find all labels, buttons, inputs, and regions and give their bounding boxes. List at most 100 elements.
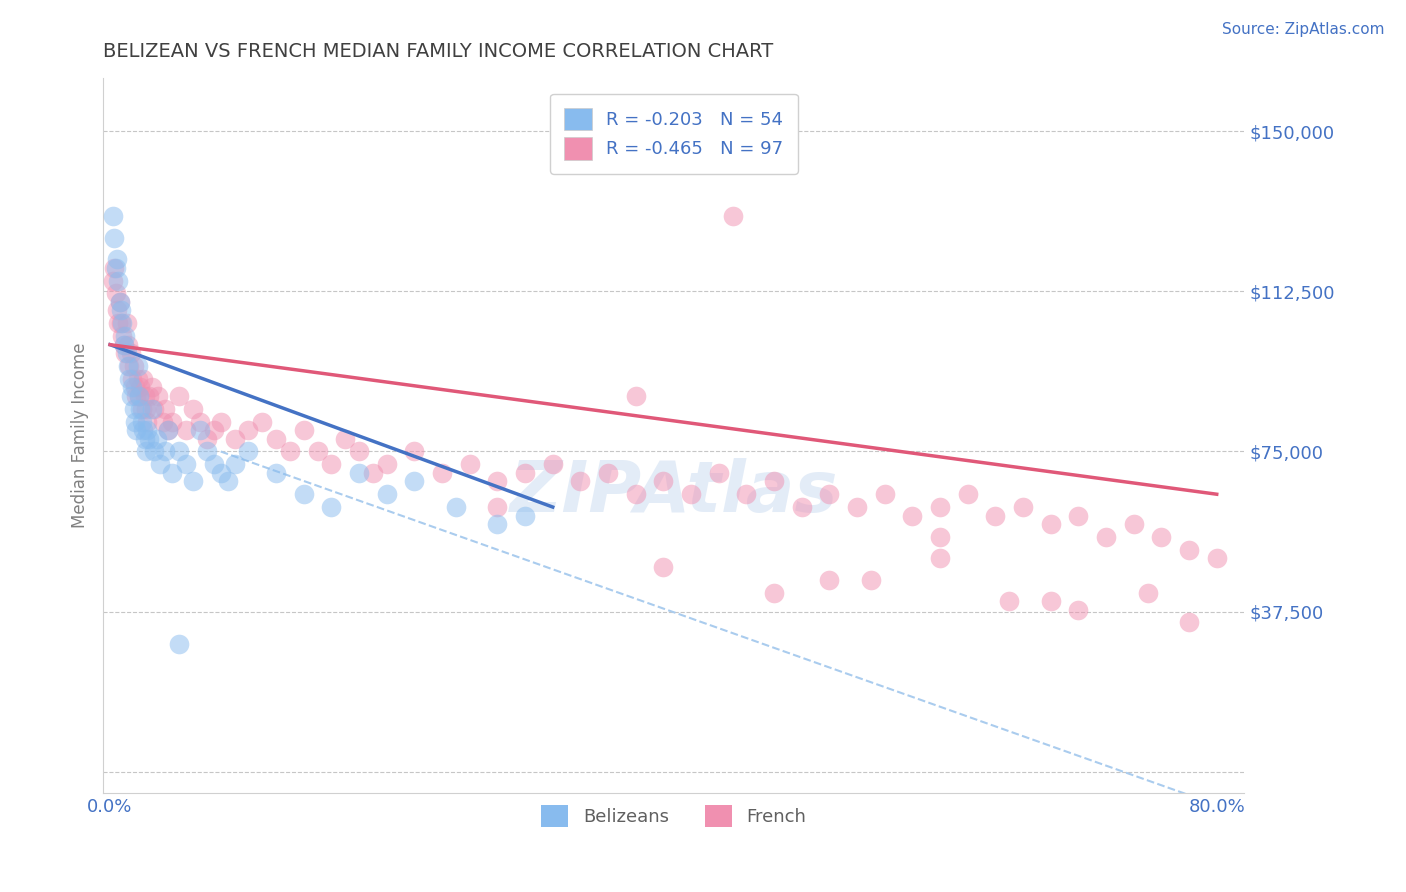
Point [596, 466, 619, 480]
Point [217, 475, 239, 489]
Point [790, 500, 813, 514]
Point [143, 444, 166, 458]
Point [513, 466, 536, 480]
Point [136, 415, 159, 429]
Point [721, 210, 744, 224]
Point [375, 458, 398, 472]
Point [763, 475, 786, 489]
Point [120, 389, 142, 403]
Point [292, 487, 315, 501]
Point [148, 389, 170, 403]
Point [103, 231, 125, 245]
Point [118, 359, 141, 373]
Point [347, 466, 370, 480]
Point [188, 423, 211, 437]
Point [104, 286, 127, 301]
Point [347, 444, 370, 458]
Point [1136, 585, 1159, 599]
Point [152, 415, 174, 429]
Point [984, 508, 1007, 523]
Point [195, 432, 218, 446]
Point [307, 444, 329, 458]
Point [127, 359, 149, 373]
Point [929, 500, 952, 514]
Point [149, 458, 172, 472]
Point [111, 329, 134, 343]
Point [103, 260, 125, 275]
Point [132, 423, 155, 437]
Point [430, 466, 453, 480]
Point [873, 487, 896, 501]
Point [209, 415, 232, 429]
Point [132, 372, 155, 386]
Point [375, 487, 398, 501]
Point [107, 274, 129, 288]
Point [117, 359, 139, 373]
Point [763, 585, 786, 599]
Point [115, 346, 138, 360]
Point [624, 389, 647, 403]
Point [167, 389, 190, 403]
Point [998, 594, 1021, 608]
Point [124, 415, 146, 429]
Point [681, 487, 703, 501]
Point [121, 380, 143, 394]
Point [114, 346, 136, 360]
Point [202, 423, 225, 437]
Point [115, 316, 138, 330]
Point [818, 573, 841, 587]
Point [569, 475, 592, 489]
Point [264, 466, 287, 480]
Point [129, 380, 152, 394]
Point [1150, 530, 1173, 544]
Point [335, 432, 357, 446]
Point [652, 560, 675, 574]
Point [131, 401, 153, 416]
Point [108, 294, 131, 309]
Point [181, 401, 204, 416]
Point [136, 423, 159, 437]
Point [105, 252, 128, 267]
Point [104, 260, 127, 275]
Point [458, 458, 481, 472]
Point [624, 487, 647, 501]
Point [238, 423, 260, 437]
Point [111, 316, 134, 330]
Point [444, 500, 467, 514]
Point [105, 303, 128, 318]
Point [146, 432, 169, 446]
Point [124, 380, 146, 394]
Point [818, 487, 841, 501]
Point [101, 274, 124, 288]
Point [122, 359, 145, 373]
Point [127, 372, 149, 386]
Point [125, 389, 148, 403]
Point [167, 637, 190, 651]
Point [122, 401, 145, 416]
Point [174, 423, 197, 437]
Point [361, 466, 384, 480]
Text: Source: ZipAtlas.com: Source: ZipAtlas.com [1222, 22, 1385, 37]
Point [929, 530, 952, 544]
Point [120, 346, 142, 360]
Point [114, 329, 136, 343]
Point [1095, 530, 1118, 544]
Point [118, 372, 141, 386]
Point [128, 389, 150, 403]
Point [143, 401, 166, 416]
Point [157, 423, 180, 437]
Point [138, 432, 160, 446]
Text: BELIZEAN VS FRENCH MEDIAN FAMILY INCOME CORRELATION CHART: BELIZEAN VS FRENCH MEDIAN FAMILY INCOME … [103, 42, 773, 61]
Point [321, 500, 343, 514]
Point [264, 432, 287, 446]
Point [1067, 602, 1090, 616]
Point [321, 458, 343, 472]
Point [121, 372, 143, 386]
Point [112, 337, 135, 351]
Point [929, 551, 952, 566]
Point [138, 389, 160, 403]
Point [1122, 517, 1144, 532]
Point [101, 210, 124, 224]
Point [125, 423, 148, 437]
Y-axis label: Median Family Income: Median Family Income [72, 343, 89, 528]
